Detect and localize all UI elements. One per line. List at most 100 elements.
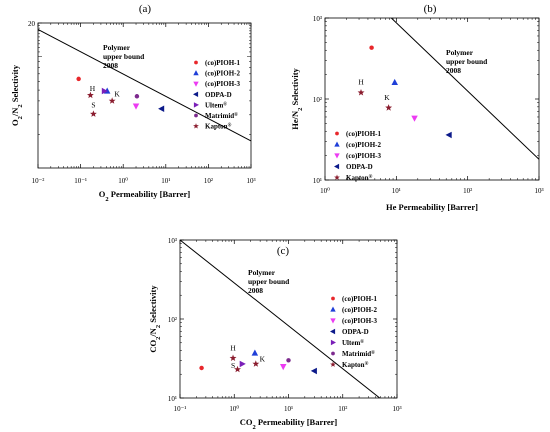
legend-entry-name: (co)PIOH-1 <box>205 59 240 67</box>
legend-marker <box>334 153 340 159</box>
y-axis-label-text: He/N <box>290 110 300 130</box>
upper-bound-line <box>180 240 381 398</box>
point-annotation: H <box>230 343 236 352</box>
legend-marker <box>331 351 335 356</box>
x-axis-label-text: He Permeability [Barrer] <box>386 202 478 212</box>
legend-entry-name: (co)PIOH-2 <box>342 306 377 314</box>
legend-entry-name: Matrimid <box>205 112 234 120</box>
legend-entry: (co)PIOH-3 <box>342 317 377 325</box>
panel-b: (b) 10⁰ 10¹ 10² 10³ 10¹ 10² 10³ He Permeability … <box>290 3 544 212</box>
legend-entry-name: Matrimid <box>342 350 371 358</box>
x-axis-label-text: Permeability [Barrer] <box>256 417 338 427</box>
legend-entry: ODPA-D <box>205 91 232 99</box>
legend-entry: Kapton® <box>205 122 232 131</box>
x-tick-label: 10⁻² <box>32 177 45 185</box>
x-tick-label: 10⁻¹ <box>174 405 187 413</box>
data-point <box>280 364 287 371</box>
x-axis-label-text: CO <box>240 417 253 427</box>
data-point <box>411 115 418 122</box>
x-tick-label: 10³ <box>392 405 401 413</box>
y-tick-label: 10³ <box>168 237 177 245</box>
legend-entry: (co)PIOH-3 <box>346 152 381 160</box>
legend-entry-name: (co)PIOH-2 <box>205 70 240 78</box>
legend-entry: Ultem® <box>205 101 227 110</box>
x-tick-label: 10² <box>338 405 347 413</box>
y-axis-label: He/N2 Selectivity <box>290 67 304 129</box>
data-point <box>90 110 97 117</box>
legend-marker <box>331 296 335 301</box>
upper-bound-label: upper bound <box>446 57 488 66</box>
x-tick-label: 10⁰ <box>229 405 239 413</box>
legend-entry-name: (co)PIOH-2 <box>346 141 381 149</box>
legend-entry-name: (co)PIOH-1 <box>346 130 381 138</box>
legend-entry: ODPA-D <box>346 163 373 171</box>
legend-marker <box>334 163 340 170</box>
x-tick-label: 10⁻¹ <box>74 177 87 185</box>
y-tick-label: 20 <box>28 20 36 28</box>
data-point <box>252 360 260 367</box>
x-tick-label: 10¹ <box>284 405 293 413</box>
y-axis-label-subscript: 2 <box>297 108 304 111</box>
x-axis-label-text: Permeability [Barrer] <box>109 189 191 199</box>
legend-entry-registered-mark: ® <box>223 101 227 107</box>
panel-label: (a) <box>139 3 152 15</box>
x-tick-label: 10² <box>204 177 213 185</box>
x-tick-label: 10⁰ <box>320 187 330 195</box>
data-point <box>310 367 317 375</box>
legend-entry-name: Ultem <box>205 101 223 109</box>
point-annotation: K <box>260 354 266 363</box>
legend-marker <box>194 60 198 65</box>
upper-bound-label: Polymer <box>103 43 131 52</box>
point-annotation: S <box>91 100 95 109</box>
point-annotation: K <box>384 93 390 102</box>
y-tick-label: 10¹ <box>168 395 177 403</box>
x-tick-label: 10³ <box>246 177 255 185</box>
legend-marker <box>334 141 340 147</box>
data-point <box>234 365 241 373</box>
legend-entry-registered-mark: ® <box>234 112 238 118</box>
legend-entry: (co)PIOH-2 <box>346 141 381 149</box>
legend-entry-registered-mark: ® <box>365 361 369 367</box>
point-annotation: H <box>90 84 96 93</box>
legend-marker <box>334 174 340 180</box>
legend-marker <box>330 339 336 346</box>
legend-marker <box>330 328 336 335</box>
y-axis-label-text: /N <box>148 327 158 337</box>
y-tick-label: 10³ <box>313 15 322 23</box>
x-tick-label: 10¹ <box>161 177 170 185</box>
data-point <box>101 87 108 95</box>
point-annotation: H <box>358 78 364 87</box>
legend-entry-name: ODPA-D <box>205 91 232 99</box>
legend-entry-name: ODPA-D <box>346 163 373 171</box>
y-tick-label: 10² <box>313 96 322 104</box>
y-axis-label-text: /N <box>10 107 20 117</box>
legend-entry: Matrimid® <box>205 112 238 121</box>
legend-entry: Ultem® <box>342 339 364 348</box>
legend-entry: (co)PIOH-2 <box>205 70 240 78</box>
data-point <box>385 104 393 111</box>
data-point <box>357 89 365 96</box>
legend-entry-name: Kapton <box>205 123 228 131</box>
y-tick-label: 10² <box>168 316 177 324</box>
upper-bound-label: 2008 <box>446 66 461 75</box>
data-point <box>132 103 140 110</box>
x-axis-label: CO2 Permeability [Barrer] <box>240 417 338 431</box>
upper-bound-line <box>38 29 251 142</box>
panel-label: (c) <box>277 245 290 257</box>
legend-marker <box>330 306 336 312</box>
y-axis-label-text: O <box>10 119 20 126</box>
data-point <box>369 45 374 50</box>
plot-frame <box>37 22 252 169</box>
point-annotation: K <box>114 89 120 98</box>
x-axis-label: O2 Permeability [Barrer] <box>99 189 191 203</box>
x-tick-label: 10³ <box>534 187 543 195</box>
data-point <box>199 365 204 371</box>
legend-marker <box>193 81 199 87</box>
legend-entry: (co)PIOH-1 <box>205 59 240 67</box>
legend-entry-name: ODPA-D <box>342 328 369 336</box>
y-axis-label-text: Selectivity <box>10 64 20 104</box>
y-axis-label-subscript: 2 <box>17 116 24 119</box>
y-axis-label-subscript: 2 <box>155 325 162 328</box>
legend-entry-registered-mark: ® <box>369 174 373 180</box>
